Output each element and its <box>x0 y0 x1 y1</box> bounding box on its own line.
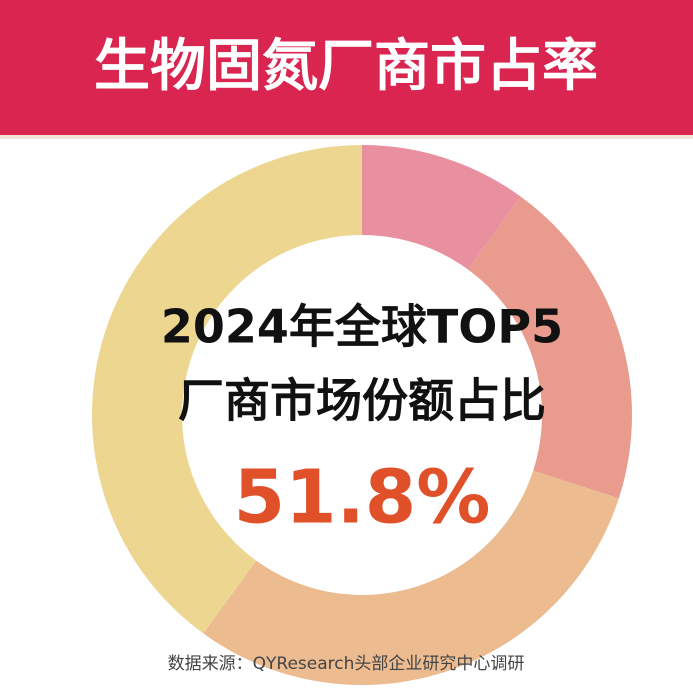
donut-segment <box>203 470 619 685</box>
chart-title: 生物固氮厂商市占率 <box>94 34 598 99</box>
header-rule <box>0 135 693 139</box>
donut-segment <box>92 145 363 634</box>
header-band <box>0 0 693 135</box>
donut <box>92 145 632 685</box>
center-line: 2024年全球TOP5 <box>161 300 563 354</box>
highlight-value: 51.8% <box>234 455 491 541</box>
donut-segment <box>362 145 521 270</box>
center-line: 厂商市场份额占比 <box>178 374 546 428</box>
donut-segment <box>467 196 632 499</box>
source-note: 数据来源：QYResearch头部企业研究中心调研 <box>168 654 525 674</box>
